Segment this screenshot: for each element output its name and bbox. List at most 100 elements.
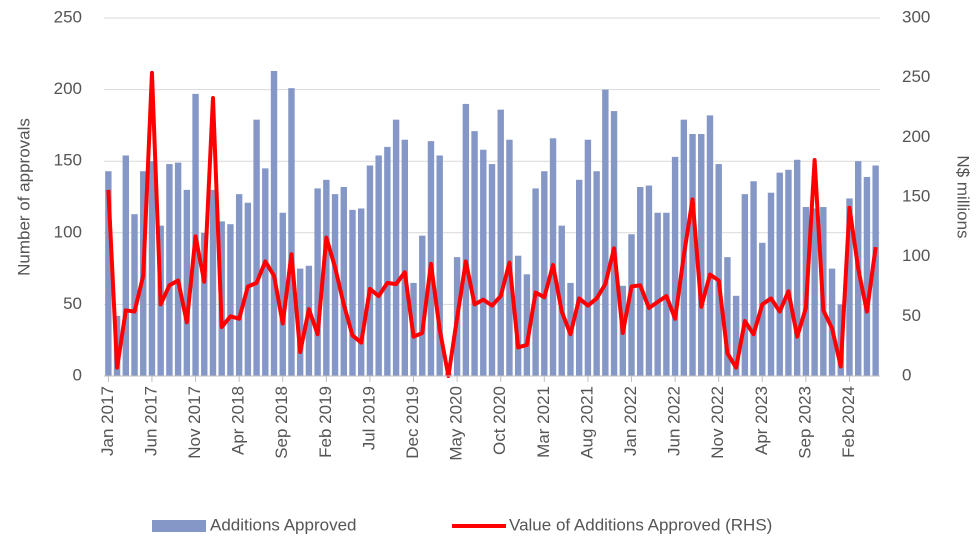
legend-label: Value of Additions Approved (RHS)	[509, 515, 772, 534]
x-tick-label: Oct 2020	[490, 386, 509, 455]
y-tick-label: 100	[54, 222, 82, 241]
bar	[384, 146, 391, 376]
bar	[575, 179, 583, 376]
bar	[358, 208, 365, 376]
bar	[201, 232, 208, 376]
bar	[593, 171, 600, 376]
bar	[436, 155, 443, 376]
bar	[366, 165, 374, 376]
x-tick-label: Jun 2022	[665, 386, 684, 456]
bar	[419, 235, 426, 376]
x-tick-label: Dec 2019	[403, 386, 422, 459]
bar	[732, 295, 740, 376]
x-tick-label: Apr 2018	[229, 386, 248, 455]
bar	[131, 214, 138, 376]
bar	[148, 161, 156, 376]
y-tick-label: 50	[63, 294, 82, 313]
y2-tick-label: 250	[902, 67, 930, 86]
bar	[105, 171, 112, 376]
bar	[689, 133, 696, 376]
y2-tick-label: 200	[902, 127, 930, 146]
y-tick-label: 0	[73, 365, 82, 384]
bar	[811, 208, 818, 376]
bar	[392, 119, 400, 376]
y-tick-label: 150	[54, 151, 82, 170]
bar	[541, 171, 548, 376]
bar	[305, 265, 313, 376]
bar	[471, 131, 478, 376]
x-tick-label: Aug 2021	[577, 386, 596, 459]
bar	[750, 181, 757, 376]
x-tick-label: Feb 2024	[839, 386, 858, 458]
bar	[637, 186, 644, 376]
bar	[480, 149, 487, 376]
bar	[340, 186, 347, 376]
bar	[698, 133, 705, 376]
bar	[506, 139, 513, 376]
y-tick-label: 250	[54, 7, 82, 26]
bar	[532, 188, 539, 376]
bar	[654, 212, 661, 376]
bar	[323, 179, 330, 376]
bar	[863, 176, 871, 376]
bar	[706, 115, 714, 376]
x-tick-label: Nov 2017	[185, 386, 204, 459]
y2-tick-label: 150	[902, 186, 930, 205]
bar	[235, 194, 243, 376]
x-tick-label: Sep 2023	[795, 386, 814, 459]
bar	[427, 141, 435, 376]
bar	[549, 138, 557, 376]
bar	[793, 159, 801, 376]
bar	[401, 139, 409, 376]
bar	[209, 189, 217, 376]
bar	[122, 155, 129, 376]
bar	[776, 172, 783, 376]
y2-tick-label: 0	[902, 365, 911, 384]
bar	[183, 189, 191, 376]
y-axis-label: Number of approvals	[14, 118, 33, 276]
x-tick-label: Jan 2017	[98, 386, 117, 456]
bar	[262, 168, 269, 376]
bar	[497, 109, 504, 376]
bar	[785, 169, 792, 376]
y2-axis-label: N$ millions	[954, 155, 973, 238]
line	[106, 70, 878, 378]
bar	[331, 194, 339, 376]
x-tick-label: Jun 2017	[141, 386, 160, 456]
bar	[253, 119, 260, 376]
bar	[724, 257, 731, 376]
bar	[828, 268, 836, 376]
x-tick-label: Apr 2023	[752, 386, 771, 455]
y2-tick-label: 100	[902, 246, 930, 265]
bar	[628, 234, 635, 376]
x-tick-label: Jan 2022	[621, 386, 640, 456]
bar	[715, 164, 722, 376]
bar	[846, 198, 853, 376]
bar	[349, 209, 356, 376]
bar	[314, 188, 321, 376]
x-tick-label: Nov 2022	[708, 386, 727, 459]
bar	[288, 88, 295, 376]
x-tick-label: May 2020	[447, 386, 466, 461]
x-tick-label: Sep 2018	[272, 386, 291, 459]
bar	[645, 185, 653, 376]
bar	[610, 111, 618, 376]
bar	[488, 164, 496, 376]
bar	[462, 103, 470, 377]
bar	[602, 89, 609, 376]
x-tick-label: Feb 2019	[316, 386, 335, 458]
bar	[584, 139, 592, 376]
bar	[375, 155, 382, 376]
legend-swatch	[152, 520, 206, 532]
bar	[296, 268, 304, 376]
bar	[166, 164, 173, 376]
x-tick-label: Jul 2019	[359, 386, 378, 450]
x-tick-label: Mar 2021	[534, 386, 553, 458]
y2-tick-label: 50	[902, 306, 921, 325]
bar	[514, 255, 522, 376]
bar	[767, 192, 775, 376]
bar	[270, 70, 278, 376]
bar	[872, 165, 879, 376]
bar	[174, 162, 182, 376]
